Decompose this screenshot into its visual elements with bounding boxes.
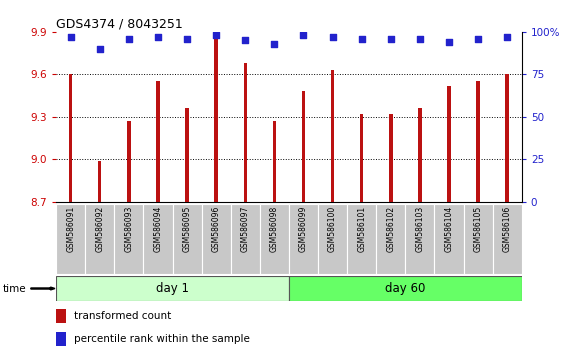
Bar (56, 332, 66, 346)
Text: GSM586097: GSM586097 (241, 206, 250, 252)
Text: GSM586093: GSM586093 (125, 206, 134, 252)
Bar (347, 204, 376, 274)
Text: GSM586092: GSM586092 (95, 206, 104, 252)
Bar (114, 204, 144, 274)
Text: GSM586102: GSM586102 (387, 206, 396, 252)
Bar (405, 204, 434, 274)
Bar (243, 63, 247, 202)
Text: day 60: day 60 (385, 282, 425, 295)
Bar (302, 91, 305, 202)
Bar (289, 276, 522, 301)
Text: GSM586104: GSM586104 (444, 206, 453, 252)
Point (211, 33, 220, 38)
Point (357, 36, 366, 41)
Bar (231, 204, 260, 274)
Point (444, 39, 453, 45)
Bar (214, 33, 218, 202)
Bar (201, 204, 231, 274)
Text: GSM586099: GSM586099 (299, 206, 308, 252)
Text: GSM586091: GSM586091 (66, 206, 75, 252)
Point (270, 41, 279, 47)
Bar (360, 114, 364, 202)
Bar (389, 114, 393, 202)
Bar (273, 121, 276, 202)
Bar (447, 86, 450, 202)
Text: percentile rank within the sample: percentile rank within the sample (74, 334, 250, 344)
Text: GSM586100: GSM586100 (328, 206, 337, 252)
Bar (376, 204, 405, 274)
Point (415, 36, 424, 41)
Bar (289, 204, 318, 274)
Bar (505, 74, 509, 202)
Bar (98, 161, 102, 202)
Text: time: time (3, 284, 26, 293)
Point (125, 36, 134, 41)
Point (473, 36, 482, 41)
Bar (185, 108, 189, 202)
Point (299, 33, 308, 38)
Point (503, 34, 512, 40)
Text: GSM586096: GSM586096 (211, 206, 220, 252)
Text: transformed count: transformed count (74, 311, 171, 321)
Text: GSM586098: GSM586098 (270, 206, 279, 252)
Point (328, 34, 337, 40)
Bar (56, 309, 66, 323)
Text: GSM586095: GSM586095 (182, 206, 191, 252)
Point (66, 34, 75, 40)
Text: GSM586094: GSM586094 (154, 206, 163, 252)
Text: day 1: day 1 (156, 282, 189, 295)
Bar (476, 81, 480, 202)
Bar (331, 70, 334, 202)
Text: GSM586106: GSM586106 (503, 206, 512, 252)
Bar (173, 204, 201, 274)
Bar (56, 204, 85, 274)
Text: GSM586101: GSM586101 (357, 206, 366, 252)
Bar (493, 204, 522, 274)
Point (387, 36, 396, 41)
Bar (418, 108, 422, 202)
Point (95, 46, 104, 52)
Text: GSM586105: GSM586105 (473, 206, 482, 252)
Bar (463, 204, 493, 274)
Bar (144, 204, 173, 274)
Point (182, 36, 191, 41)
Point (154, 34, 163, 40)
Bar (260, 204, 289, 274)
Bar (85, 204, 114, 274)
Bar (156, 81, 160, 202)
Point (241, 38, 250, 43)
Bar (69, 74, 72, 202)
Bar (434, 204, 463, 274)
Text: GSM586103: GSM586103 (415, 206, 424, 252)
Text: GDS4374 / 8043251: GDS4374 / 8043251 (56, 18, 183, 31)
Bar (56, 276, 289, 301)
Bar (127, 121, 131, 202)
Bar (318, 204, 347, 274)
